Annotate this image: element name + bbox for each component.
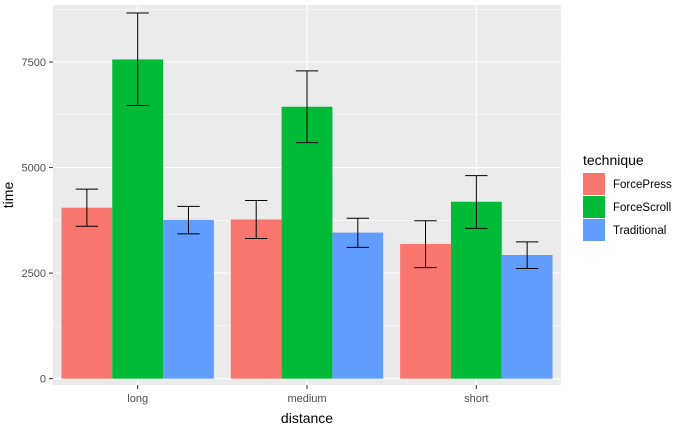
legend-label: ForceScroll — [613, 202, 671, 214]
y-tick-label: 0 — [40, 374, 46, 386]
legend-key — [583, 173, 605, 195]
bars-layer — [61, 59, 553, 379]
y-tick-label: 7500 — [22, 57, 46, 69]
y-axis: 0 2500 5000 7500 — [22, 57, 53, 386]
legend-label: ForcePress — [613, 179, 672, 191]
y-axis-title: time — [0, 182, 16, 209]
legend: technique ForcePress ForceScroll Tradition… — [583, 152, 672, 241]
bar — [332, 232, 384, 379]
bar — [61, 207, 113, 379]
bar — [450, 201, 502, 379]
legend-label: Traditional — [613, 225, 666, 237]
x-axis: long medium short — [127, 385, 489, 405]
x-tick-label: short — [464, 393, 488, 405]
legend-key — [583, 219, 605, 241]
bar — [501, 254, 553, 379]
x-axis-title: distance — [281, 410, 333, 426]
bar — [281, 106, 333, 379]
x-tick-label: medium — [287, 393, 326, 405]
errorbars-layer — [75, 12, 539, 269]
bar — [112, 59, 164, 379]
legend-key — [583, 196, 605, 218]
y-tick-label: 5000 — [22, 163, 46, 175]
legend-title: technique — [583, 152, 644, 168]
bar — [163, 219, 214, 379]
x-tick-label: long — [127, 393, 148, 405]
bar — [230, 219, 282, 379]
y-tick-label: 2500 — [22, 268, 46, 280]
